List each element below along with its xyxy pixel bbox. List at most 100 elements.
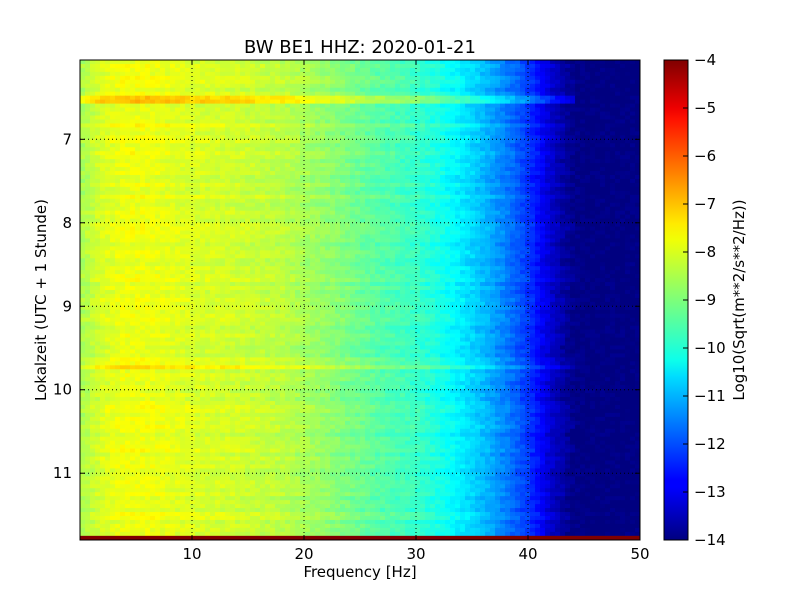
heatmap-cell: [460, 119, 466, 125]
heatmap-cell: [355, 226, 361, 232]
heatmap-cell: [510, 163, 516, 168]
heatmap-cell: [535, 115, 541, 121]
heatmap-cell: [325, 127, 331, 132]
heatmap-cell: [245, 206, 251, 212]
heatmap-cell: [410, 111, 416, 117]
heatmap-cell: [525, 194, 531, 200]
heatmap-cell: [90, 171, 96, 176]
heatmap-cell: [520, 206, 526, 212]
heatmap-cell: [190, 198, 196, 204]
heatmap-cell: [120, 147, 126, 152]
heatmap-cell: [580, 230, 586, 236]
heatmap-cell: [165, 218, 171, 224]
heatmap-cell: [140, 111, 146, 117]
heatmap-cell: [405, 234, 411, 240]
heatmap-cell: [600, 103, 606, 109]
heatmap-cell: [575, 111, 581, 117]
heatmap-cell: [545, 226, 551, 232]
heatmap-cell: [280, 155, 286, 160]
heatmap-cell: [590, 151, 596, 156]
heatmap-cell: [105, 135, 111, 140]
heatmap-cell: [340, 194, 346, 200]
heatmap-cell: [295, 103, 301, 109]
heatmap-cell: [260, 91, 266, 97]
heatmap-cell: [325, 63, 331, 69]
heatmap-cell: [505, 159, 511, 164]
heatmap-cell: [245, 67, 251, 73]
heatmap-cell: [635, 151, 640, 156]
heatmap-cell: [450, 79, 456, 85]
heatmap-cell: [350, 135, 356, 140]
heatmap-cell: [125, 123, 131, 129]
heatmap-cell: [320, 135, 326, 140]
heatmap-cell: [85, 115, 91, 121]
heatmap-cell: [190, 151, 196, 156]
heatmap-cell: [350, 218, 356, 224]
heatmap-cell: [630, 119, 636, 125]
heatmap-cell: [545, 174, 551, 180]
heatmap-cell: [620, 174, 626, 180]
heatmap-cell: [560, 151, 566, 156]
heatmap-cell: [565, 151, 571, 156]
heatmap-cell: [315, 194, 321, 200]
heatmap-cell: [185, 75, 191, 81]
heatmap-cell: [440, 218, 446, 224]
heatmap-cell: [580, 159, 586, 164]
heatmap-cell: [365, 95, 371, 101]
heatmap-cell: [610, 147, 616, 152]
heatmap-cell: [410, 63, 416, 69]
heatmap-cell: [500, 218, 506, 224]
heatmap-cell: [110, 194, 116, 200]
heatmap-cell: [90, 127, 96, 132]
heatmap-cell: [210, 222, 216, 228]
heatmap-cell: [400, 83, 406, 89]
heatmap-cell: [395, 147, 401, 152]
heatmap-cell: [260, 214, 266, 220]
heatmap-cell: [375, 186, 381, 192]
heatmap-cell: [395, 139, 401, 144]
heatmap-cell: [150, 91, 156, 97]
heatmap-cell: [135, 83, 141, 89]
heatmap-cell: [310, 79, 316, 85]
heatmap-cell: [415, 171, 421, 176]
heatmap-cell: [390, 230, 396, 236]
heatmap-cell: [365, 234, 371, 240]
heatmap-cell: [355, 119, 361, 125]
heatmap-cell: [520, 163, 526, 168]
heatmap-cell: [495, 79, 501, 85]
heatmap-cell: [385, 171, 391, 176]
heatmap-cell: [305, 190, 311, 196]
heatmap-cell: [120, 99, 126, 105]
heatmap-cell: [125, 63, 131, 69]
heatmap-cell: [365, 131, 371, 136]
heatmap-cell: [200, 151, 206, 156]
heatmap-cell: [315, 67, 321, 73]
heatmap-cell: [330, 111, 336, 117]
heatmap-cell: [505, 135, 511, 140]
heatmap-cell: [400, 87, 406, 93]
heatmap-cell: [485, 115, 491, 121]
heatmap-cell: [180, 115, 186, 121]
heatmap-cell: [245, 111, 251, 117]
heatmap-cell: [565, 63, 571, 69]
heatmap-cell: [250, 182, 256, 188]
heatmap-cell: [85, 127, 91, 132]
heatmap-cell: [125, 60, 131, 65]
heatmap-cell: [240, 67, 246, 73]
heatmap-cell: [490, 87, 496, 93]
heatmap-cell: [80, 230, 86, 236]
heatmap-cell: [275, 155, 281, 160]
heatmap-cell: [280, 167, 286, 172]
heatmap-cell: [105, 123, 111, 129]
heatmap-cell: [550, 103, 556, 109]
heatmap-cell: [435, 107, 441, 113]
heatmap-cell: [140, 210, 146, 216]
heatmap-cell: [295, 139, 301, 144]
heatmap-cell: [315, 95, 321, 101]
heatmap-cell: [475, 99, 481, 105]
heatmap-cell: [150, 63, 156, 69]
heatmap-cell: [470, 71, 476, 77]
heatmap-cell: [635, 222, 640, 228]
heatmap-cell: [330, 206, 336, 212]
heatmap-cell: [340, 163, 346, 168]
